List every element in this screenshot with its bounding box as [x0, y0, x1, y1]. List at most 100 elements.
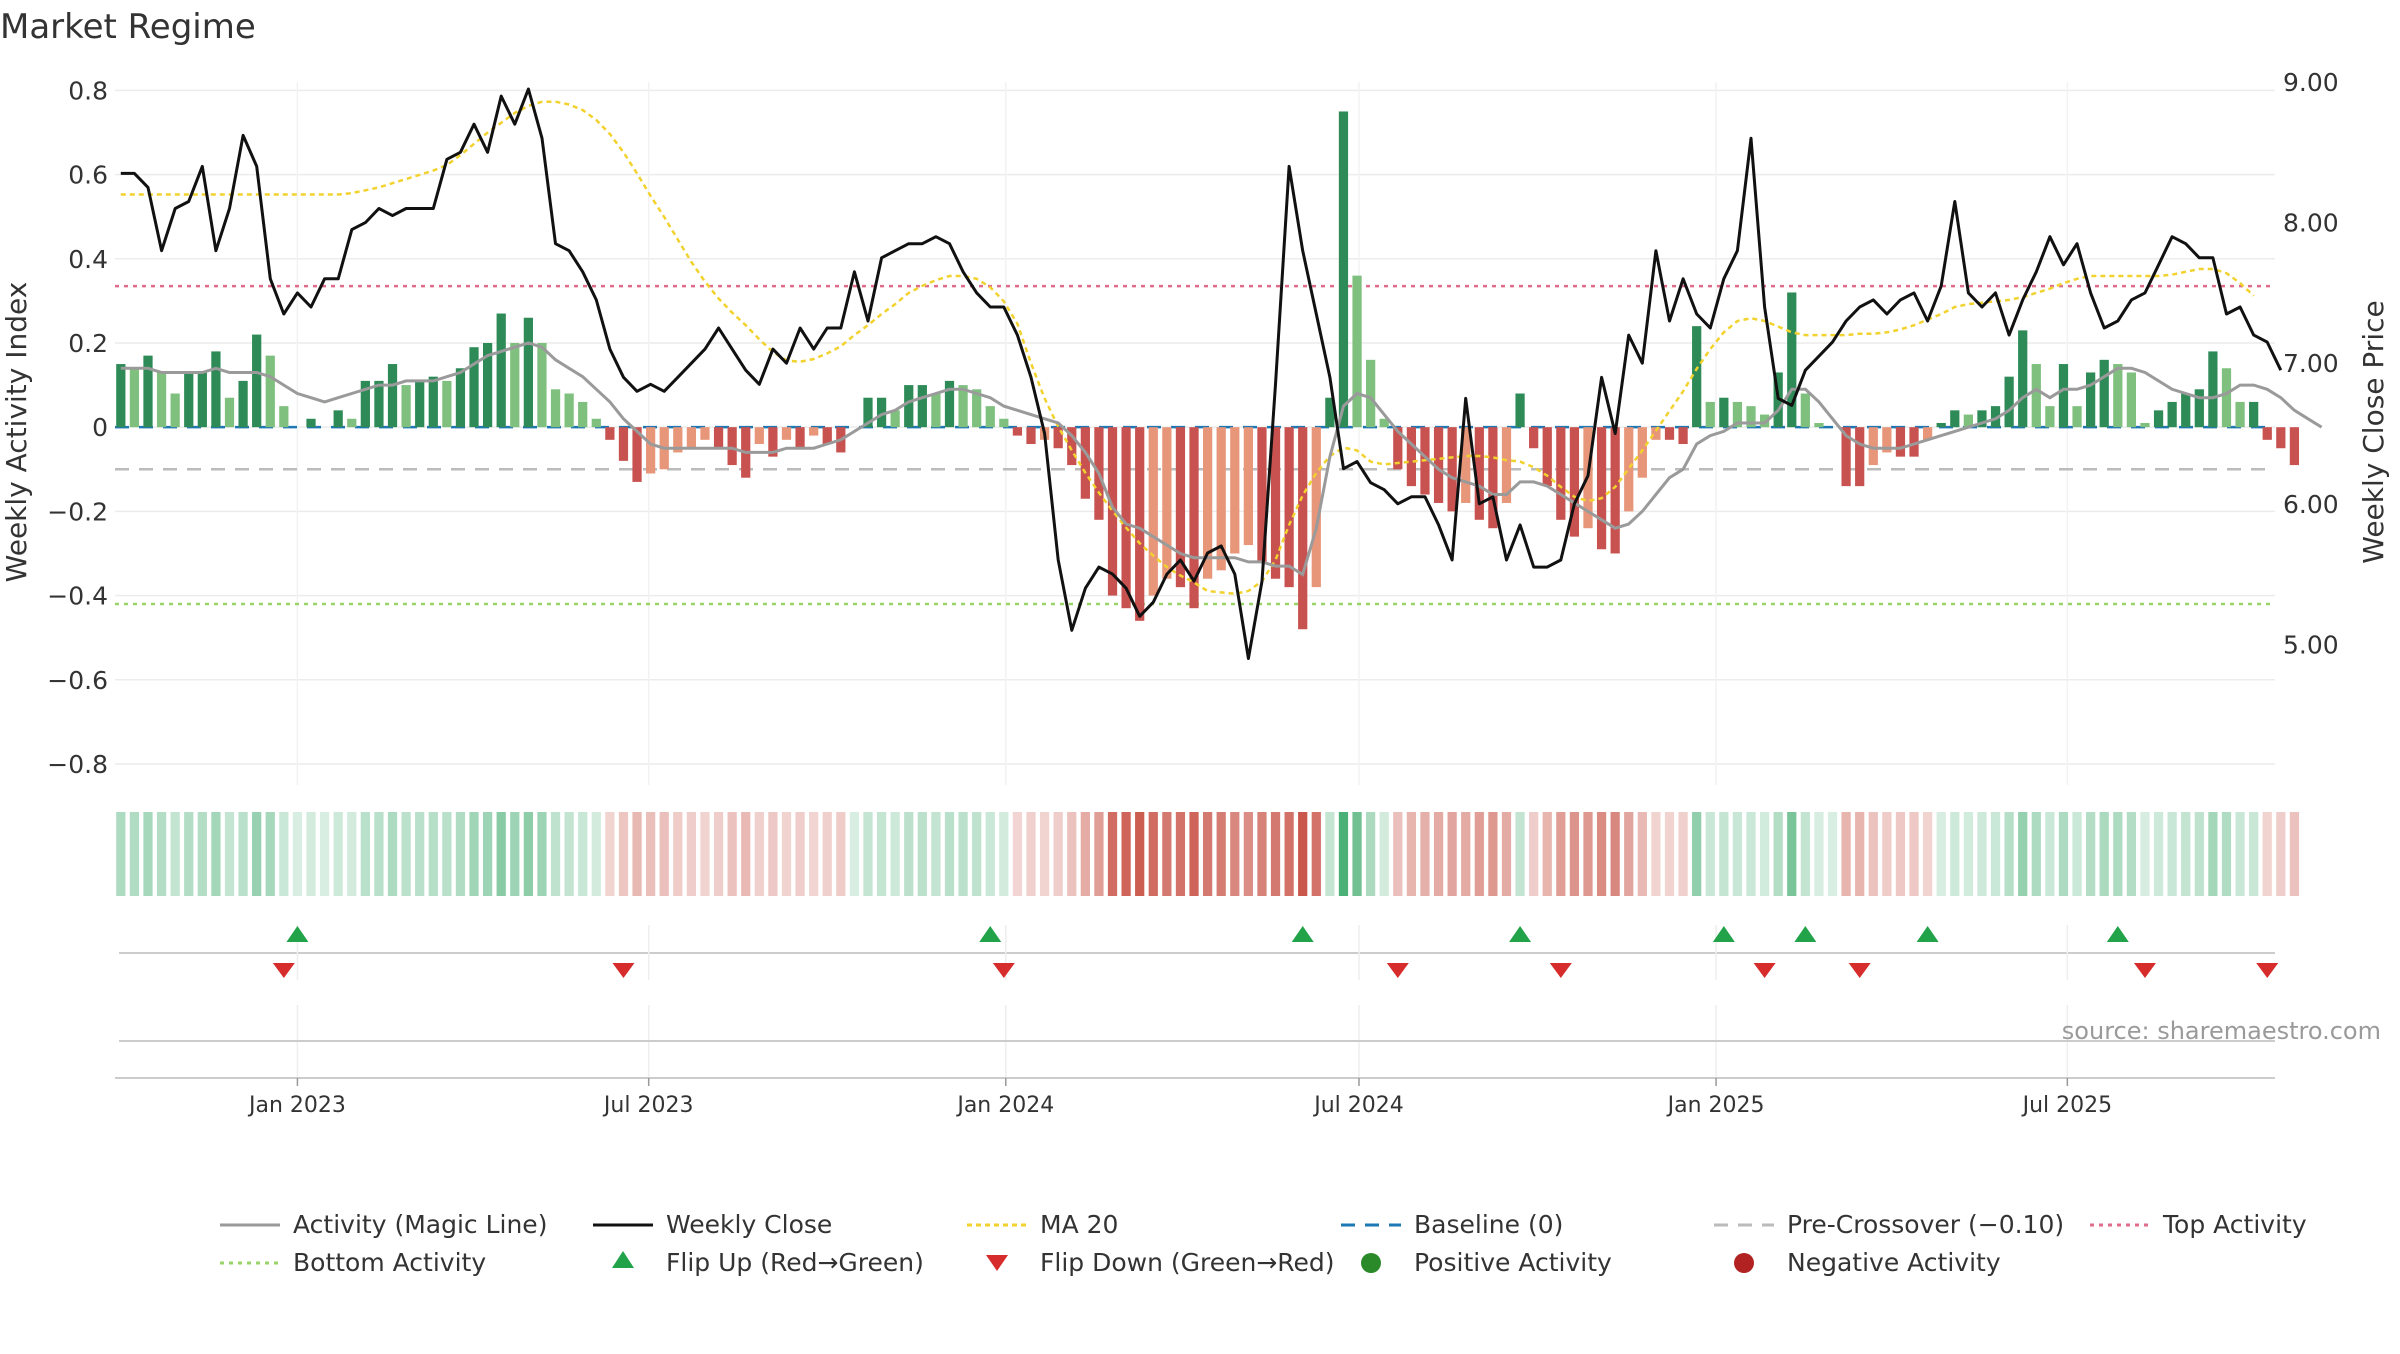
activity-bar [1393, 427, 1403, 470]
regime-strip-cell [1664, 812, 1675, 896]
activity-bar [1800, 393, 1810, 428]
activity-bar [1610, 427, 1620, 554]
regime-strip-cell [319, 812, 330, 896]
regime-strip-cell [1610, 812, 1620, 896]
left-tick-label: 0 [92, 413, 108, 442]
left-tick-label: 0.2 [68, 329, 108, 358]
regime-strip-cell [944, 812, 955, 896]
flip-down-marker [1848, 963, 1871, 978]
regime-strip-cell [1678, 812, 1688, 896]
flip-markers-panel [119, 925, 2279, 980]
regime-strip-cell [537, 812, 547, 896]
regime-strip-cell [1814, 812, 1824, 896]
left-tick-label: 0.6 [68, 161, 108, 190]
regime-strip-cell [2004, 812, 2014, 896]
activity-bar [1977, 410, 1987, 428]
activity-bar [1488, 427, 1498, 529]
regime-strip-cell [1569, 812, 1580, 896]
regime-strip-cell [1529, 812, 1539, 896]
activity-bar [1243, 427, 1253, 546]
regime-strip-cell [646, 812, 656, 896]
legend-label-magic: Activity (Magic Line) [293, 1210, 547, 1239]
regime-strip-cell [292, 812, 303, 896]
activity-bar [700, 427, 710, 440]
left-tick-label: −0.6 [47, 666, 108, 695]
activity-bar [591, 418, 601, 428]
regime-strip-cell [550, 812, 561, 896]
activity-bar [170, 393, 180, 428]
regime-strip-cell [2249, 812, 2259, 896]
activity-bar [985, 406, 995, 428]
activity-bar [306, 418, 316, 428]
regime-strip-cell [2072, 812, 2082, 896]
activity-bar [2167, 401, 2177, 428]
regime-strip-cell [713, 812, 724, 896]
activity-bar [1705, 401, 1715, 428]
activity-bar [1664, 427, 1675, 440]
x-tick-label: Jan 2023 [247, 1093, 346, 1118]
regime-strip-cell [1488, 812, 1498, 896]
activity-bar [917, 385, 927, 428]
regime-strip-cell [2058, 812, 2069, 896]
activity-bar [1501, 427, 1512, 503]
regime-strip-cell [333, 812, 343, 896]
activity-bar [809, 427, 819, 436]
activity-bar [1067, 427, 1077, 466]
activity-bar [2276, 427, 2286, 449]
activity-bar [1868, 427, 1878, 466]
x-axis: Jan 2023 Jul 2023 Jan 2024 Jul 2024 Jan 2025… [115, 1005, 2275, 1118]
activity-bar [605, 427, 615, 440]
activity-bar [1053, 427, 1063, 449]
activity-bar [618, 427, 629, 461]
activity-bar [1596, 427, 1607, 550]
activity-bar [1882, 427, 1892, 453]
activity-bar [1162, 427, 1172, 579]
flip-up-marker [1291, 926, 1314, 942]
regime-strip-cell [795, 812, 805, 896]
flip-down-marker [2133, 963, 2156, 978]
activity-bar [768, 427, 778, 457]
activity-bar [2086, 372, 2096, 428]
right-tick-label: 7.00 [2283, 349, 2339, 378]
regime-strip-cell [1325, 812, 1335, 896]
regime-strip-cell [1637, 812, 1647, 896]
regime-strip-cell [1719, 812, 1729, 896]
regime-strip-cell [279, 812, 289, 896]
regime-strip-cell [605, 812, 615, 896]
regime-strip-cell [1895, 812, 1906, 896]
regime-strip-cell [1936, 812, 1946, 896]
regime-strip-cell [972, 812, 982, 896]
flip-up-marker [1509, 926, 1532, 942]
regime-strip-cell [496, 812, 506, 896]
regime-strip-cell [958, 812, 968, 896]
legend-label-positive: Positive Activity [1414, 1248, 1612, 1277]
activity-bar [2140, 422, 2150, 428]
activity-bar [1963, 414, 1973, 428]
activity-bar [1461, 427, 1471, 503]
activity-bar [1148, 427, 1158, 596]
activity-bar [442, 380, 452, 428]
regime-strip-cell [2031, 812, 2041, 896]
regime-strip-cell [1175, 812, 1186, 896]
activity-bar [469, 347, 479, 428]
activity-bar [2126, 372, 2137, 428]
flip-down-marker [272, 963, 295, 978]
activity-bar [1678, 427, 1688, 445]
regime-strip-cell [1257, 812, 1267, 896]
flip-up-marker [286, 926, 309, 942]
activity-bar [1311, 427, 1321, 588]
left-axis-label: Weekly Activity Index [0, 282, 33, 583]
regime-strip-cell [482, 812, 493, 896]
regime-strip-cell [2113, 812, 2123, 896]
activity-bar [1175, 427, 1186, 588]
activity-bar [2221, 368, 2232, 428]
regime-strip-cell [1474, 812, 1484, 896]
series-lines [120, 87, 2323, 660]
left-tick-label: 0.4 [68, 245, 108, 274]
right-tick-label: 6.00 [2283, 490, 2339, 519]
activity-bar [523, 317, 533, 428]
regime-strip-cell [1963, 812, 1973, 896]
activity-bar [972, 389, 982, 428]
regime-strip-cell [2167, 812, 2177, 896]
regime-strip-cell [252, 812, 262, 896]
